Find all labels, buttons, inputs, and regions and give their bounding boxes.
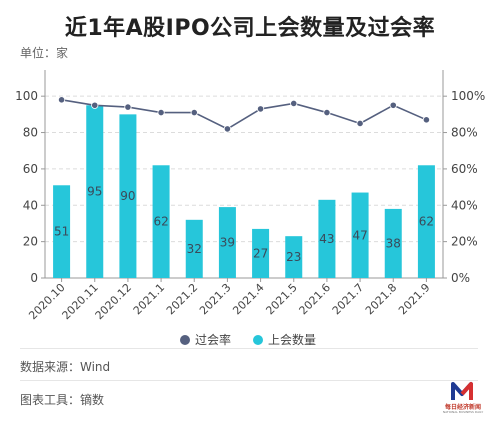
y-right-tick-label: 100% xyxy=(451,89,485,103)
y-left-tick-label: 80 xyxy=(23,126,38,140)
logo-mark-icon xyxy=(451,382,473,400)
rate-point xyxy=(356,119,364,128)
bar xyxy=(119,114,137,278)
rate-point xyxy=(190,108,198,117)
bar-data-label: 47 xyxy=(352,228,367,242)
bar xyxy=(285,236,303,278)
rate-point xyxy=(256,105,265,113)
x-tick-label: 2021.7 xyxy=(330,281,366,317)
bar xyxy=(53,185,71,278)
x-tick-label: 2021.8 xyxy=(363,281,399,317)
y-left-tick-label: 100 xyxy=(15,89,38,103)
rate-point xyxy=(290,99,298,108)
y-right-tick-label: 0% xyxy=(451,271,470,285)
bar-data-label: 95 xyxy=(87,185,102,199)
bar xyxy=(218,207,236,278)
footer-divider-2 xyxy=(20,380,478,381)
bar-data-label: 51 xyxy=(54,225,69,239)
bar-data-label: 62 xyxy=(419,215,434,229)
y-left-tick-label: 60 xyxy=(23,162,38,176)
bar-data-label: 62 xyxy=(153,215,168,229)
x-tick-label: 2021.6 xyxy=(297,281,333,317)
bar xyxy=(152,165,170,278)
rate-line xyxy=(61,99,427,130)
legend-label: 过会率 xyxy=(195,332,231,347)
combo-chart: 0 20 40 60 80 100 0% 20% 40% 60% 80% 100% 51 95 90 62 32… xyxy=(15,70,485,347)
bar-data-label: 32 xyxy=(187,242,202,256)
x-tick-label: 2021.4 xyxy=(230,281,266,317)
bar-data-label: 39 xyxy=(220,236,235,250)
legend-marker xyxy=(253,335,263,345)
y-left-tick-label: 40 xyxy=(23,198,38,212)
x-tick-label: 2021.3 xyxy=(197,281,233,317)
y-left-tick-label: 0 xyxy=(30,271,38,285)
logo-sub: NATIONAL BUSINESS DAILY xyxy=(442,410,484,414)
source-label: 数据来源：Wind xyxy=(20,360,111,374)
rate-point xyxy=(124,103,132,111)
publisher-logo: 每日经济新闻 NATIONAL BUSINESS DAILY xyxy=(438,380,488,418)
y-right-tick-label: 40% xyxy=(451,198,478,212)
bar xyxy=(252,228,270,278)
x-tick-label: 2021.2 xyxy=(164,281,200,317)
rate-point xyxy=(389,101,397,109)
y-right-tick-label: 60% xyxy=(451,162,478,176)
bar xyxy=(185,219,203,278)
rate-point xyxy=(323,108,331,117)
rate-point xyxy=(157,108,165,117)
bar xyxy=(86,105,104,278)
x-tick-label: 2021.5 xyxy=(263,281,299,317)
bar-data-label: 90 xyxy=(120,189,135,203)
rate-point xyxy=(57,96,66,104)
footer-divider xyxy=(20,348,478,349)
rate-point xyxy=(223,125,232,133)
y-right-tick-label: 80% xyxy=(451,126,478,140)
legend-marker xyxy=(180,335,190,345)
bar-data-label: 38 xyxy=(386,236,401,250)
bar-data-label: 23 xyxy=(286,250,301,264)
bar-data-label: 27 xyxy=(253,246,268,260)
x-tick-label: 2021.1 xyxy=(131,281,167,317)
bar xyxy=(417,165,435,278)
bar-data-label: 43 xyxy=(319,232,334,246)
x-tick-label: 2021.9 xyxy=(396,281,432,317)
tool-label: 图表工具：镝数 xyxy=(20,393,105,407)
rate-point xyxy=(91,101,99,109)
bar xyxy=(318,199,336,278)
logo-name: 每日经济新闻 xyxy=(444,404,481,411)
unit-label: 单位：家 xyxy=(20,46,69,60)
rate-point xyxy=(422,116,431,124)
x-tick-label: 2020.12 xyxy=(93,281,134,322)
legend-label: 上会数量 xyxy=(268,332,316,347)
y-right-tick-label: 20% xyxy=(451,235,478,249)
y-left-tick-label: 20 xyxy=(23,235,38,249)
bar xyxy=(351,192,369,278)
bar xyxy=(384,208,402,278)
chart-title: 近1年A股IPO公司上会数量及过会率 xyxy=(64,16,436,41)
